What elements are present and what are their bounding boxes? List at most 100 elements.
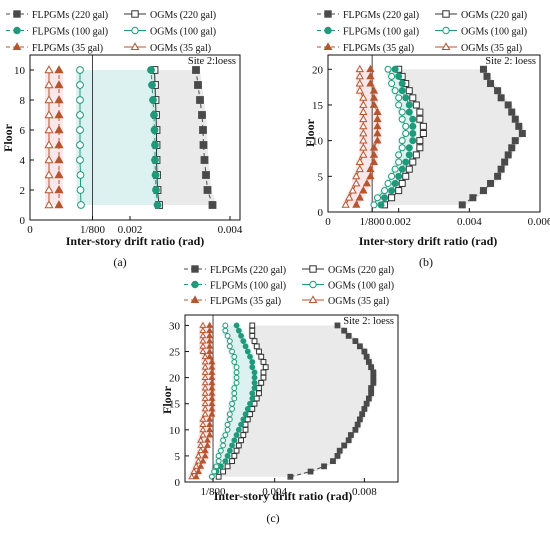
data-point <box>395 72 403 80</box>
data-point <box>54 125 64 134</box>
legend-entry: OGMs (220 gal) <box>461 10 527 21</box>
x-tick-label: 0.002 <box>118 224 143 236</box>
data-point <box>348 432 354 438</box>
data-point <box>147 66 155 74</box>
data-point <box>151 141 159 149</box>
data-point <box>412 151 420 159</box>
series-flpgm-100 <box>377 65 417 209</box>
y-tick-label: 8 <box>20 95 26 107</box>
data-point <box>409 122 417 130</box>
data-point <box>242 426 249 433</box>
legend-marker <box>308 295 318 304</box>
data-point <box>54 95 64 104</box>
x-tick-label: 0.002 <box>386 216 411 228</box>
data-point <box>398 144 406 152</box>
data-point <box>44 155 54 164</box>
data-point <box>355 86 364 94</box>
data-point <box>412 101 420 109</box>
data-point <box>366 71 375 80</box>
data-point <box>213 463 220 470</box>
data-point <box>365 395 372 402</box>
data-point <box>361 406 368 412</box>
chart-panel-3: 1/800 0.004 0.008 0 5 10 15 20 25 30 Inter-story d… <box>160 265 399 525</box>
data-point <box>203 186 212 194</box>
data-point <box>206 352 214 360</box>
data-point <box>504 151 512 159</box>
data-point <box>355 157 364 165</box>
data-point <box>220 437 227 444</box>
y-tick-label: 4 <box>20 155 26 167</box>
data-point <box>231 395 238 402</box>
data-point <box>152 186 160 194</box>
data-point <box>345 437 352 444</box>
data-point <box>199 457 207 464</box>
data-point <box>355 79 364 87</box>
data-point <box>202 171 210 179</box>
data-point <box>363 400 370 407</box>
y-tick-label: 30 <box>169 320 181 332</box>
scatter-band <box>214 325 378 477</box>
panel-label: (a) <box>113 255 126 269</box>
data-point <box>249 332 256 339</box>
data-point <box>220 468 227 475</box>
data-point <box>359 121 368 130</box>
x-tick-label: 0.004 <box>218 224 243 236</box>
data-point <box>44 140 54 149</box>
data-point <box>238 332 244 339</box>
data-point <box>150 111 158 119</box>
y-tick-label: 6 <box>20 125 26 137</box>
data-point <box>208 389 216 396</box>
data-point <box>352 338 359 344</box>
data-point <box>334 453 341 459</box>
data-point <box>226 343 233 350</box>
data-point <box>198 111 206 119</box>
data-point <box>359 143 368 151</box>
data-point <box>402 158 410 166</box>
data-point <box>368 364 374 371</box>
legend-entry: OGMs (100 gal) <box>328 281 394 292</box>
data-point <box>206 420 214 428</box>
data-point <box>398 137 406 145</box>
x-tick-label: 1/800 <box>80 224 106 236</box>
data-point <box>76 186 85 194</box>
series-flpgm-35 <box>352 64 382 208</box>
site-annotation: Site 2: loess <box>485 56 536 67</box>
plot-area <box>44 55 217 220</box>
data-point <box>201 389 209 396</box>
y-tick-label: 10 <box>312 136 324 148</box>
data-point <box>330 458 336 465</box>
data-point <box>355 164 364 173</box>
data-point <box>229 400 235 407</box>
data-point <box>391 87 399 95</box>
data-point <box>199 321 207 328</box>
data-point <box>215 473 222 480</box>
data-point <box>359 100 368 108</box>
legend-entry: FLPGMs (220 gal) <box>343 10 419 21</box>
legend-marker <box>191 280 199 289</box>
data-point <box>231 453 238 459</box>
data-point <box>231 437 238 444</box>
data-point <box>370 374 377 381</box>
legend-entry: FLPGMs (100 gal) <box>32 27 108 38</box>
data-point <box>345 193 354 201</box>
panel-label: (b) <box>419 255 433 269</box>
series-flpgm-100 <box>209 322 258 480</box>
legend-entry: OGMs (35 gal) <box>328 296 389 307</box>
data-point <box>487 80 495 88</box>
data-point <box>215 453 222 459</box>
data-point <box>366 64 375 73</box>
data-point <box>260 369 267 376</box>
series-flpgm-100 <box>147 66 162 209</box>
y-axis-label: Floor <box>160 385 174 414</box>
data-point <box>148 81 156 89</box>
data-point <box>515 122 523 130</box>
data-point <box>240 416 247 423</box>
data-point <box>352 200 361 208</box>
data-point <box>197 436 205 443</box>
data-point <box>238 437 244 444</box>
data-point <box>249 395 256 402</box>
data-point <box>405 165 413 173</box>
series-ogm-100 <box>370 65 410 209</box>
data-point <box>366 79 375 87</box>
